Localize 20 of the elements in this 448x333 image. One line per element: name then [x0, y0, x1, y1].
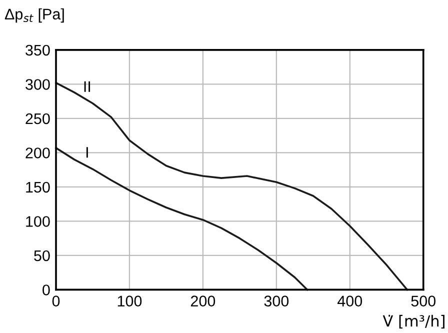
x-tick-label: 400 — [337, 296, 362, 306]
y-tick-label: 250 — [26, 113, 50, 124]
x-tick-label: 200 — [190, 296, 216, 306]
x-tick-label: 500 — [411, 296, 436, 306]
y-axis-title: Δp$_{st}$ [Pa] — [4, 8, 64, 23]
y-tick-label: 200 — [26, 148, 50, 158]
y-tick-label: 50 — [34, 250, 50, 262]
x-tick-label: 0 — [52, 296, 60, 306]
y-tick-label: 300 — [26, 79, 50, 90]
series-label: I — [86, 147, 88, 158]
y-tick-label: 350 — [26, 44, 50, 56]
x-tick-label: 100 — [118, 296, 142, 306]
line-series — [55, 82, 408, 291]
y-tick-label: 100 — [26, 216, 50, 227]
series-label: II — [84, 81, 90, 92]
x-tick-label: 300 — [264, 296, 289, 306]
x-axis-title: V̇ [m³/h] — [382, 314, 444, 329]
y-tick-label: 0 — [42, 284, 50, 296]
line-series — [55, 147, 308, 291]
y-tick-label: 150 — [26, 182, 50, 193]
